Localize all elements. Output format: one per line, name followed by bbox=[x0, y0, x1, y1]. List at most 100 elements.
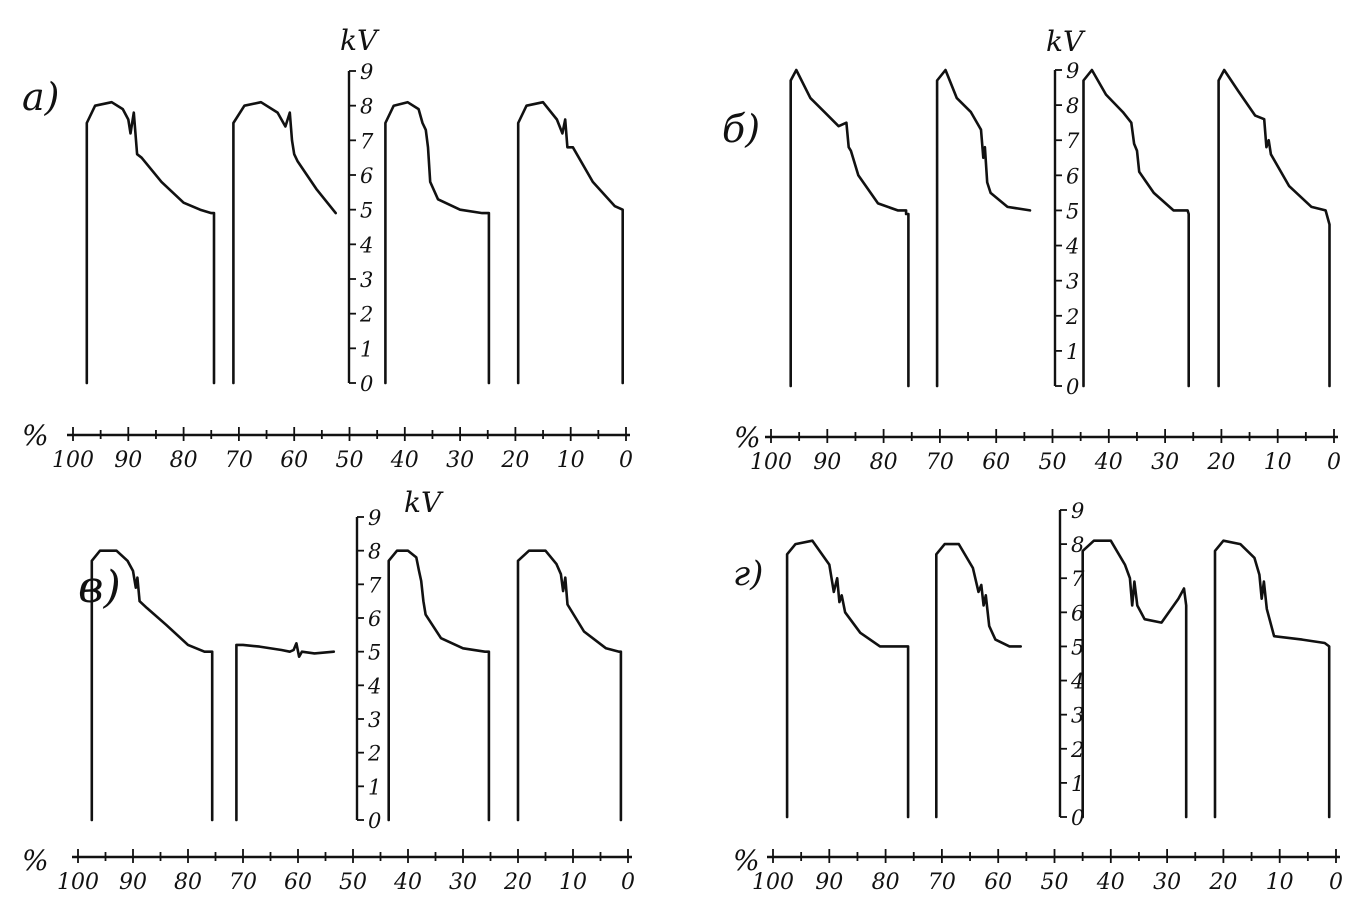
y-tick-label: 2 bbox=[1070, 738, 1084, 762]
series-line-2 bbox=[235, 642, 336, 822]
x-unit-label: % bbox=[22, 844, 49, 877]
series-line-4 bbox=[1217, 68, 1331, 388]
x-unit-label: % bbox=[733, 844, 760, 877]
x-tick-label: 60 bbox=[982, 450, 1010, 475]
y-tick-label: 5 bbox=[368, 641, 381, 665]
x-tick-label: 50 bbox=[1041, 870, 1069, 895]
x-tick-label: 70 bbox=[926, 450, 954, 475]
x-tick-label: 100 bbox=[52, 448, 94, 473]
series-line-3 bbox=[1082, 68, 1190, 388]
series-line-1 bbox=[789, 68, 910, 388]
x-tick-label: 70 bbox=[229, 870, 257, 895]
series-line-1 bbox=[85, 100, 216, 385]
y-tick-label: 3 bbox=[368, 708, 381, 732]
series-line-2 bbox=[935, 68, 1032, 388]
x-tick-label: 40 bbox=[390, 448, 419, 473]
x-tick-label: 30 bbox=[1151, 450, 1179, 475]
y-tick-label: 4 bbox=[367, 674, 381, 698]
y-tick-label: 0 bbox=[1071, 806, 1084, 830]
x-tick-label: 60 bbox=[280, 448, 308, 473]
y-tick-label: 2 bbox=[359, 303, 373, 327]
y-tick-label: 2 bbox=[1065, 305, 1079, 329]
y-tick-label: 9 bbox=[368, 506, 381, 530]
panel-label: в) bbox=[78, 562, 121, 613]
y-unit-label: kV bbox=[404, 486, 444, 519]
series-line-3 bbox=[1081, 539, 1188, 819]
y-tick-label: 6 bbox=[1066, 164, 1079, 188]
y-tick-label: 0 bbox=[1066, 375, 1079, 399]
y-tick-label: 1 bbox=[1066, 340, 1079, 364]
x-tick-label: 40 bbox=[1096, 870, 1125, 895]
x-tick-label: 10 bbox=[1266, 870, 1294, 895]
y-tick-label: 8 bbox=[360, 95, 373, 119]
x-tick-label: 0 bbox=[621, 870, 635, 895]
series-line-1 bbox=[90, 549, 214, 822]
series-line-2 bbox=[232, 100, 337, 385]
y-tick-label: 0 bbox=[368, 809, 381, 833]
y-unit-label: kV bbox=[1046, 25, 1086, 58]
x-tick-label: 0 bbox=[1327, 450, 1341, 475]
x-tick-label: 10 bbox=[559, 870, 587, 895]
x-tick-label: 100 bbox=[57, 870, 99, 895]
x-tick-label: 50 bbox=[336, 448, 364, 473]
x-tick-label: 0 bbox=[1329, 870, 1343, 895]
x-tick-label: 70 bbox=[225, 448, 253, 473]
x-tick-label: 90 bbox=[815, 870, 843, 895]
x-tick-label: 30 bbox=[446, 448, 474, 473]
panel-label: б) bbox=[722, 107, 760, 151]
x-tick-label: 90 bbox=[813, 450, 841, 475]
y-tick-label: 5 bbox=[1071, 635, 1084, 659]
y-tick-label: 9 bbox=[360, 60, 373, 84]
x-tick-label: 10 bbox=[1264, 450, 1292, 475]
y-tick-label: 8 bbox=[1066, 94, 1079, 118]
y-tick-label: 3 bbox=[1066, 270, 1079, 294]
y-tick-label: 7 bbox=[368, 573, 382, 597]
panel-label: a) bbox=[22, 75, 59, 119]
series-line-4 bbox=[1213, 539, 1331, 819]
x-unit-label: % bbox=[734, 421, 761, 454]
y-tick-label: 4 bbox=[1070, 670, 1084, 694]
x-tick-label: 0 bbox=[619, 448, 633, 473]
x-tick-label: 50 bbox=[1039, 450, 1067, 475]
y-tick-label: 6 bbox=[360, 164, 373, 188]
y-tick-label: 6 bbox=[368, 607, 381, 631]
x-tick-label: 100 bbox=[750, 450, 792, 475]
y-tick-label: 3 bbox=[1071, 704, 1084, 728]
y-unit-label: kV bbox=[340, 24, 380, 57]
series-line-3 bbox=[387, 549, 491, 822]
y-tick-label: 0 bbox=[360, 372, 373, 396]
x-tick-label: 20 bbox=[503, 870, 532, 895]
series-line-1 bbox=[785, 539, 910, 819]
series-line-4 bbox=[516, 100, 624, 385]
x-tick-label: 80 bbox=[870, 450, 898, 475]
x-tick-label: 10 bbox=[557, 448, 585, 473]
x-tick-label: 60 bbox=[984, 870, 1012, 895]
x-tick-label: 60 bbox=[284, 870, 312, 895]
x-tick-label: 90 bbox=[114, 448, 142, 473]
y-tick-label: 3 bbox=[360, 268, 373, 292]
x-tick-label: 40 bbox=[1094, 450, 1123, 475]
x-tick-label: 80 bbox=[872, 870, 900, 895]
y-tick-label: 4 bbox=[1065, 235, 1079, 259]
y-tick-label: 8 bbox=[1071, 533, 1084, 557]
y-tick-label: 1 bbox=[1071, 772, 1084, 796]
y-tick-label: 7 bbox=[1066, 129, 1080, 153]
x-tick-label: 30 bbox=[1153, 870, 1181, 895]
x-tick-label: 50 bbox=[339, 870, 367, 895]
x-tick-label: 100 bbox=[752, 870, 794, 895]
x-tick-label: 30 bbox=[449, 870, 477, 895]
y-tick-label: 7 bbox=[360, 129, 374, 153]
y-tick-label: 2 bbox=[367, 742, 381, 766]
y-tick-label: 8 bbox=[368, 540, 381, 564]
y-tick-label: 4 bbox=[359, 233, 373, 257]
y-tick-label: 6 bbox=[1071, 601, 1084, 625]
x-tick-label: 20 bbox=[500, 448, 529, 473]
x-tick-label: 20 bbox=[1208, 870, 1237, 895]
x-tick-label: 70 bbox=[928, 870, 956, 895]
y-tick-label: 1 bbox=[360, 337, 373, 361]
